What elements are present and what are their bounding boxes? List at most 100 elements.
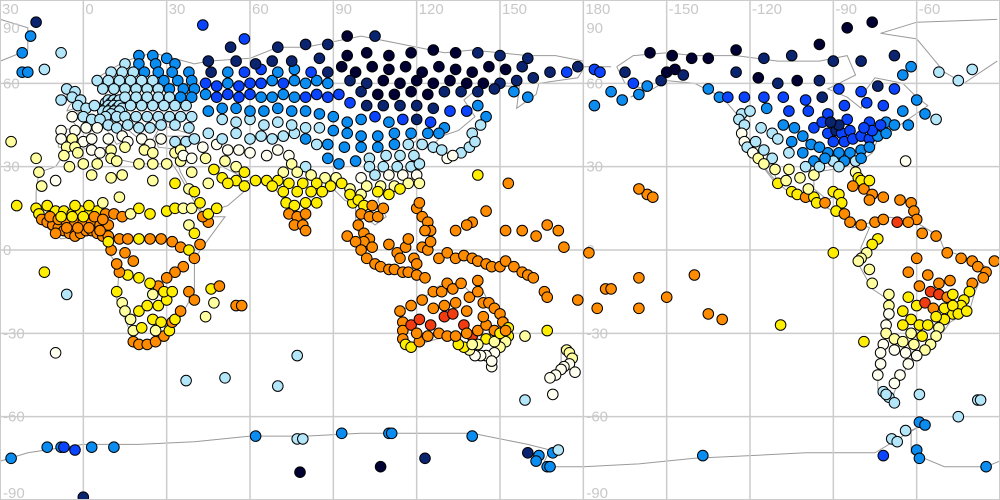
station-point [333,158,345,170]
station-point [124,313,137,326]
station-point [91,122,103,134]
station-point [69,199,81,212]
station-point [272,41,284,54]
station-point [416,138,429,151]
station-point [249,174,262,187]
station-point [844,147,856,159]
station-point [199,152,212,165]
station-point [310,74,323,87]
station-point [383,63,395,76]
station-point [185,91,198,103]
station-point [863,141,876,153]
station-point [119,247,131,259]
station-point [10,199,23,212]
station-point [49,227,62,240]
station-point [291,349,304,362]
station-point [5,135,17,148]
station-point [230,55,242,67]
station-point [880,388,892,401]
station-point [313,52,326,65]
station-point [447,308,459,320]
station-point [216,113,228,126]
station-point [30,152,42,165]
station-point [108,441,120,454]
station-point [791,74,804,87]
station-point [460,327,473,340]
station-point [855,219,867,231]
station-point [988,255,1000,267]
station-point [438,299,451,312]
station-point [160,52,173,65]
station-point [266,133,279,145]
station-point [344,97,356,109]
station-point [394,99,406,112]
station-point [797,130,809,142]
station-point [22,66,34,78]
station-point [147,99,159,112]
station-point [133,233,145,245]
station-point [322,152,334,165]
station-point [863,194,876,206]
station-point [785,49,798,62]
station-point [255,77,267,90]
station-point [447,283,459,295]
station-point [441,247,454,259]
station-point [388,127,401,140]
station-point [588,99,601,112]
station-point [316,185,329,198]
station-point [463,291,476,304]
station-point [66,110,78,123]
longitude-label: -90 [835,1,857,18]
station-point [183,244,195,256]
station-point [33,166,45,178]
station-point [541,291,554,304]
station-point [455,85,467,98]
station-point [416,294,429,306]
station-point [891,216,904,228]
station-point [655,74,667,87]
station-point [855,55,867,67]
station-point [902,216,915,228]
station-point [185,166,198,178]
station-point [424,116,437,128]
station-point [288,199,301,212]
station-point [38,63,51,76]
station-point [838,208,851,220]
station-point [397,113,409,126]
station-point [116,169,128,181]
station-point [916,227,929,240]
station-point [460,305,473,317]
station-point [277,77,290,90]
station-point [188,185,201,198]
station-point [391,160,404,173]
station-point [313,122,326,134]
station-point [913,280,926,292]
station-point [110,155,123,167]
station-point [299,105,312,117]
station-point [355,172,367,184]
station-point [291,166,304,178]
station-point [633,88,645,101]
station-point [299,208,312,220]
station-point [194,238,206,251]
station-point [383,49,395,62]
station-point [38,266,51,279]
station-point [544,460,556,473]
station-point [166,235,178,248]
station-point [144,277,156,290]
station-point [891,435,904,448]
station-point [383,238,395,251]
station-point [866,277,879,290]
station-point [130,110,142,123]
station-point [230,160,242,173]
station-point [283,177,295,190]
station-point [460,105,473,117]
station-point [372,141,384,153]
station-point [255,130,267,142]
station-point [152,66,165,78]
station-point [377,99,390,112]
station-point [222,177,234,190]
station-point [897,105,909,117]
station-point [522,447,534,459]
longitude-label: 90 [335,1,352,18]
